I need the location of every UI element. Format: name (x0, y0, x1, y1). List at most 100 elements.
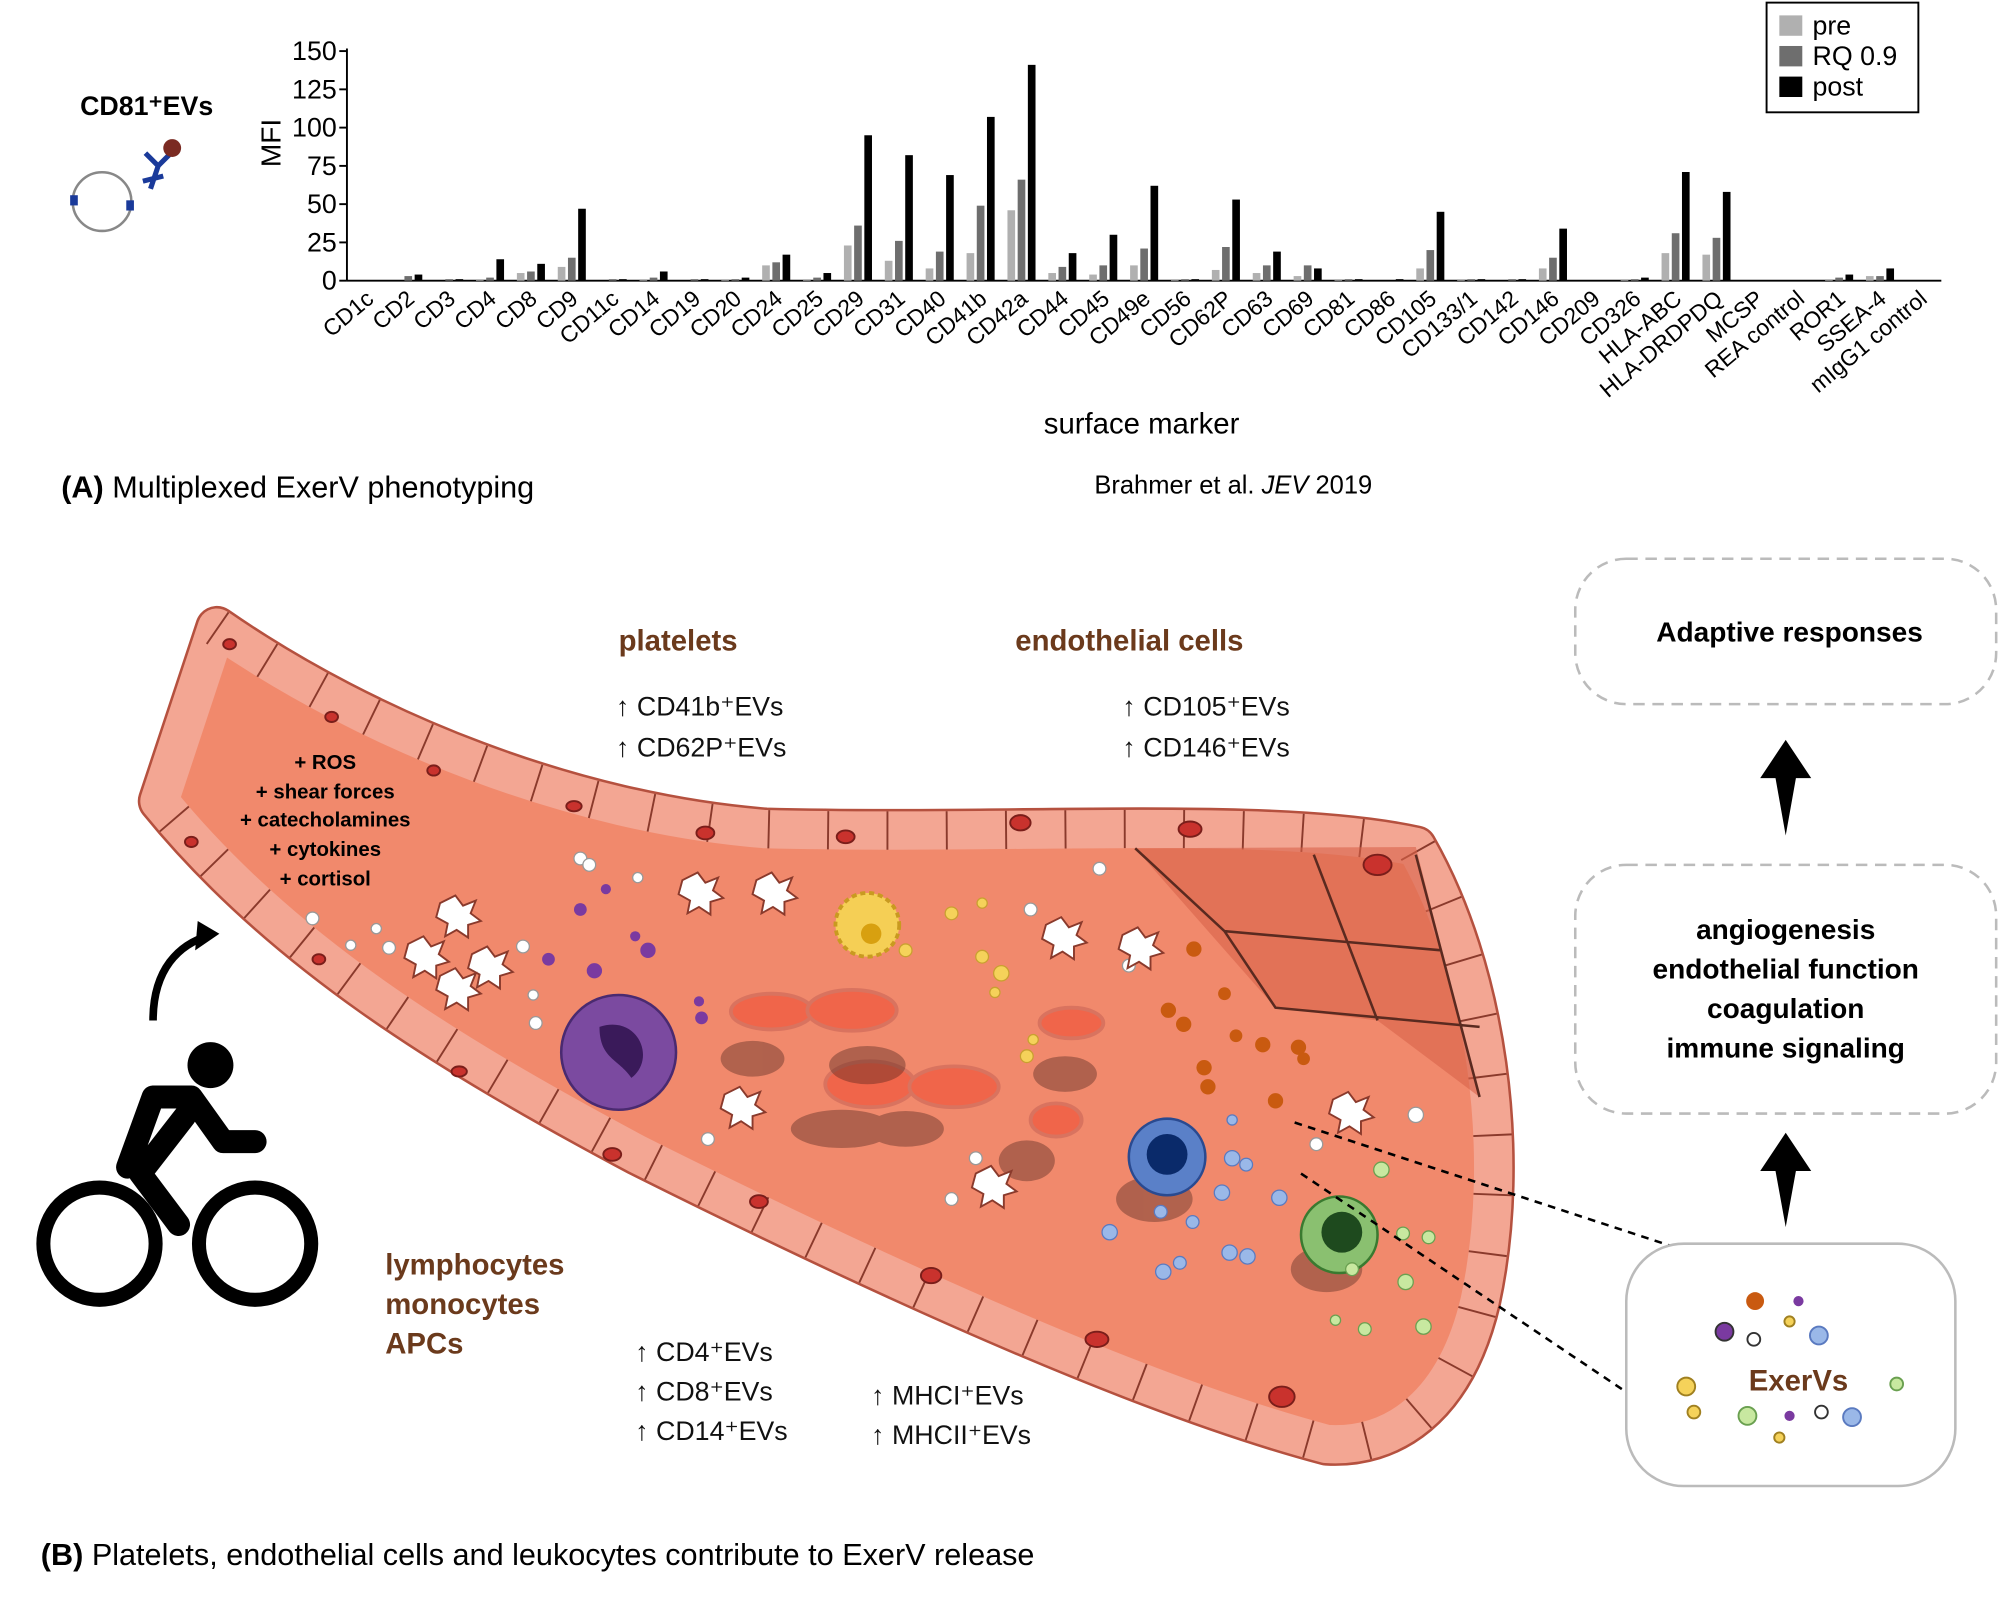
bar (966, 253, 975, 281)
x-tick-label: CD8 (490, 285, 542, 334)
caption-text: Multiplexed ExerV phenotyping (104, 471, 535, 505)
y-tick-label: 100 (292, 113, 337, 143)
bar (475, 279, 484, 281)
bar (1886, 268, 1895, 281)
x-tick-label: CD3 (408, 285, 460, 334)
bar (1303, 265, 1312, 281)
bar (1712, 237, 1721, 281)
arrow (1760, 1132, 1812, 1228)
bar (1681, 172, 1690, 281)
ev-dots (1676, 1292, 1905, 1444)
citation-authors: Brahmer et al. (1094, 472, 1261, 500)
bar (823, 273, 832, 281)
bar (946, 175, 954, 281)
ev-icon (70, 139, 182, 233)
citation: Brahmer et al. JEV 2019 (1094, 472, 1372, 500)
y-tick-label: 0 (322, 266, 337, 296)
bar (1457, 279, 1465, 281)
bar (516, 273, 525, 281)
bar (782, 254, 791, 281)
bar (557, 266, 566, 281)
bar (567, 257, 576, 281)
marker-item: ↑ CD105⁺EVs (1122, 692, 1289, 722)
bar (496, 259, 505, 281)
bar (935, 251, 944, 281)
bar (1538, 268, 1547, 281)
bar (1089, 274, 1097, 281)
bar (813, 277, 821, 281)
marker-item: ↑ MHCI⁺EVs (871, 1380, 1023, 1410)
bar (1150, 185, 1159, 281)
stressor: + ROS (294, 752, 356, 774)
stressor: + shear forces (256, 782, 395, 804)
marker-item: ↑ CD8⁺EVs (635, 1377, 773, 1407)
bar (1252, 273, 1261, 281)
bar (1702, 254, 1711, 281)
citation-year: 2019 (1308, 472, 1372, 500)
bar (762, 265, 770, 281)
bar (619, 279, 627, 281)
y-tick-label: 125 (292, 74, 337, 104)
bar (1334, 279, 1343, 281)
bar (1130, 265, 1138, 281)
x-axis-label: surface marker (1044, 408, 1240, 441)
caption-tag: (B) (41, 1538, 84, 1572)
y-tick-label: 150 (292, 36, 337, 66)
function-text: angiogenesis (1696, 914, 1875, 945)
bar (404, 276, 413, 281)
function-text: endothelial function (1652, 953, 1918, 984)
bar (1467, 279, 1476, 281)
bar (1140, 248, 1148, 281)
bar (690, 279, 699, 281)
bar (1222, 247, 1230, 281)
bar (1845, 274, 1854, 281)
bar (700, 279, 709, 281)
bar (445, 279, 453, 281)
bar (741, 277, 750, 281)
bar (1641, 277, 1649, 281)
bar (1395, 279, 1404, 281)
bar (1865, 276, 1874, 281)
marker-item: ↑ MHCII⁺EVs (871, 1420, 1031, 1450)
marker-item: ↑ CD146⁺EVs (1122, 732, 1289, 762)
caption-a: (A) Multiplexed ExerV phenotyping (61, 471, 534, 505)
bar (1099, 265, 1108, 281)
y-tick-label: 75 (307, 151, 337, 181)
bar (578, 208, 586, 281)
bar (455, 279, 464, 281)
bar (1017, 179, 1026, 281)
bar (1559, 228, 1567, 281)
marker-item: ↑ CD4⁺EVs (635, 1337, 773, 1367)
bar (1314, 268, 1322, 281)
leukocyte-title: APCs (385, 1327, 463, 1360)
bar (659, 271, 668, 281)
marker-item: ↑ CD41b⁺EVs (616, 692, 783, 722)
stressors: + ROS + shear forces + catecholamines + … (240, 752, 411, 890)
bar (803, 279, 811, 281)
bar (527, 271, 535, 281)
bar (1549, 257, 1557, 281)
legend-swatch (1779, 45, 1803, 67)
legend-swatch (1779, 15, 1803, 36)
bar (1835, 277, 1843, 281)
bar (1630, 279, 1639, 281)
functions-box (1573, 863, 1998, 1115)
caption-b: (B) Platelets, endothelial cells and leu… (41, 1538, 1035, 1572)
adaptive-text: Adaptive responses (1656, 617, 1923, 648)
exervs-box (1625, 1242, 1957, 1488)
stressor: + cortisol (280, 868, 371, 890)
marker-item: ↑ CD62P⁺EVs (616, 732, 786, 762)
bar (1671, 233, 1680, 281)
bar (1722, 191, 1731, 281)
cyclist-icon (36, 920, 319, 1307)
caption-text: Platelets, endothelial cells and leukocy… (83, 1538, 1034, 1572)
bar (1007, 210, 1016, 281)
bar (1027, 64, 1036, 281)
legend-label: pre (1813, 11, 1852, 41)
bar (1508, 279, 1516, 281)
exervs-label: ExerVs (1749, 1364, 1848, 1397)
y-tick-label: 25 (307, 227, 337, 257)
bar (1211, 269, 1220, 281)
leukocyte-title: monocytes (385, 1288, 540, 1321)
